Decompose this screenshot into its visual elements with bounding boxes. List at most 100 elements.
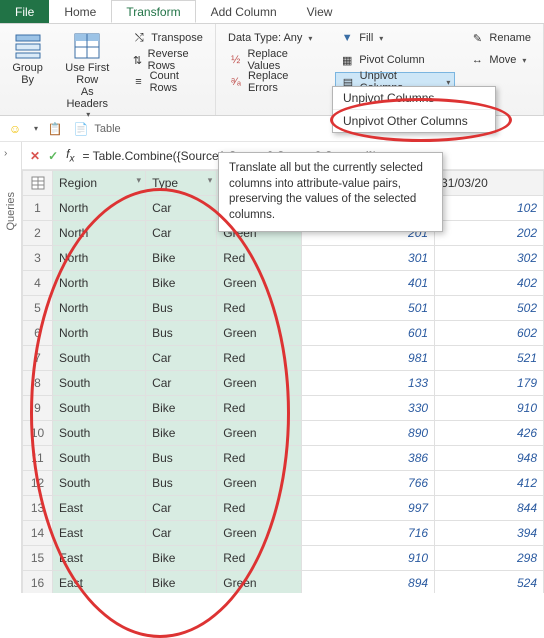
dropdown-item-unpivot-other[interactable]: Unpivot Other Columns [333,109,495,132]
cell-v2[interactable]: 394 [435,521,544,546]
cell-v2[interactable]: 521 [435,346,544,371]
cell-v2[interactable]: 412 [435,471,544,496]
table-icon-cell[interactable] [23,171,53,196]
cell-v2[interactable]: 202 [435,221,544,246]
cell-v2[interactable]: 948 [435,446,544,471]
cell-region[interactable]: South [53,371,146,396]
cell-color[interactable]: Green [217,371,302,396]
cell-color[interactable]: Red [217,296,302,321]
replace-errors-button[interactable]: ᵃ⁄ₐReplace Errors [224,72,325,92]
table-row[interactable]: 8SouthCarGreen133179 [23,371,544,396]
cell-v2[interactable]: 179 [435,371,544,396]
filter-icon[interactable]: ▾ [208,175,213,186]
table-row[interactable]: 14EastCarGreen716394 [23,521,544,546]
col-region[interactable]: Region▾ [53,171,146,196]
table-row[interactable]: 13EastCarRed997844 [23,496,544,521]
cell-type[interactable]: Car [146,521,217,546]
cell-region[interactable]: South [53,346,146,371]
cell-v2[interactable]: 910 [435,396,544,421]
cell-region[interactable]: North [53,196,146,221]
cell-region[interactable]: South [53,396,146,421]
cell-region[interactable]: East [53,571,146,594]
cell-type[interactable]: Bike [146,546,217,571]
cell-region[interactable]: East [53,546,146,571]
cell-v1[interactable]: 301 [301,246,434,271]
group-by-button[interactable]: Group By [8,28,47,88]
cell-type[interactable]: Bike [146,246,217,271]
cell-type[interactable]: Car [146,346,217,371]
cell-region[interactable]: East [53,496,146,521]
cell-color[interactable]: Green [217,271,302,296]
move-button[interactable]: ↔Move▾ [465,50,535,70]
data-type-button[interactable]: Data Type: Any▾ [224,28,325,48]
table-row[interactable]: 12SouthBusGreen766412 [23,471,544,496]
cell-region[interactable]: North [53,321,146,346]
cell-v2[interactable]: 844 [435,496,544,521]
cell-v1[interactable]: 890 [301,421,434,446]
cell-color[interactable]: Red [217,446,302,471]
cell-type[interactable]: Car [146,221,217,246]
tab-file[interactable]: File [0,0,49,23]
dropdown-item-unpivot-columns[interactable]: Unpivot Columns [333,87,495,109]
transpose-button[interactable]: ⤭Transpose [127,28,207,48]
cell-color[interactable]: Red [217,496,302,521]
col-type[interactable]: Type▾ [146,171,217,196]
cell-v2[interactable]: 102 [435,196,544,221]
cell-color[interactable]: Green [217,521,302,546]
table-row[interactable]: 3NorthBikeRed301302 [23,246,544,271]
table-row[interactable]: 9SouthBikeRed330910 [23,396,544,421]
cell-region[interactable]: North [53,221,146,246]
filter-icon[interactable]: ▾ [137,175,142,186]
cell-v2[interactable]: 402 [435,271,544,296]
cell-region[interactable]: North [53,296,146,321]
count-rows-button[interactable]: ≡Count Rows [127,72,207,92]
queries-sidebar[interactable]: › Queries [0,142,22,593]
cell-color[interactable]: Red [217,246,302,271]
replace-values-button[interactable]: ½Replace Values [224,50,325,70]
cell-region[interactable]: North [53,271,146,296]
cell-v1[interactable]: 716 [301,521,434,546]
cell-type[interactable]: Bike [146,396,217,421]
table-row[interactable]: 16EastBikeGreen894524 [23,571,544,594]
cell-region[interactable]: North [53,246,146,271]
rename-button[interactable]: ✎Rename [465,28,535,48]
reverse-rows-button[interactable]: ⇅Reverse Rows [127,50,207,70]
table-row[interactable]: 7SouthCarRed981521 [23,346,544,371]
table-row[interactable]: 15EastBikeRed910298 [23,546,544,571]
cell-v1[interactable]: 401 [301,271,434,296]
cell-v1[interactable]: 133 [301,371,434,396]
cell-v1[interactable]: 910 [301,546,434,571]
use-first-row-headers-button[interactable]: Use First Row As Headers▾ [57,28,117,121]
cell-color[interactable]: Red [217,546,302,571]
cell-color[interactable]: Green [217,421,302,446]
confirm-formula-icon[interactable]: ✓ [48,149,58,163]
cell-type[interactable]: Bike [146,571,217,594]
cell-v1[interactable]: 766 [301,471,434,496]
cell-region[interactable]: East [53,521,146,546]
tab-home[interactable]: Home [49,0,111,23]
fill-button[interactable]: ▼Fill▾ [335,28,455,48]
cell-v1[interactable]: 997 [301,496,434,521]
cell-color[interactable]: Green [217,571,302,594]
cell-color[interactable]: Red [217,346,302,371]
cell-v2[interactable]: 502 [435,296,544,321]
cell-color[interactable]: Red [217,396,302,421]
col-date2[interactable]: 31/03/20 [435,171,544,196]
cell-v1[interactable]: 330 [301,396,434,421]
table-row[interactable]: 5NorthBusRed501502 [23,296,544,321]
cell-type[interactable]: Bus [146,296,217,321]
cell-type[interactable]: Bike [146,271,217,296]
cell-region[interactable]: South [53,421,146,446]
cell-type[interactable]: Bus [146,471,217,496]
table-row[interactable]: 4NorthBikeGreen401402 [23,271,544,296]
cell-v2[interactable]: 302 [435,246,544,271]
cell-type[interactable]: Bike [146,421,217,446]
cell-v1[interactable]: 501 [301,296,434,321]
cancel-formula-icon[interactable]: ✕ [30,149,40,163]
cell-region[interactable]: South [53,471,146,496]
cell-v1[interactable]: 386 [301,446,434,471]
table-row[interactable]: 11SouthBusRed386948 [23,446,544,471]
cell-v2[interactable]: 298 [435,546,544,571]
cell-type[interactable]: Bus [146,321,217,346]
cell-v2[interactable]: 426 [435,421,544,446]
